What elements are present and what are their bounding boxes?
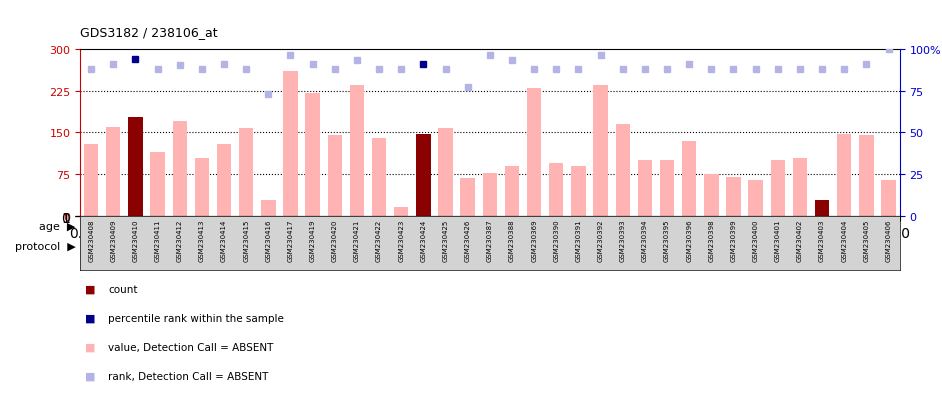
Bar [700,236,900,256]
Text: GSM230412: GSM230412 [177,219,183,261]
Bar [837,134,852,216]
Text: GSM230399: GSM230399 [730,219,737,262]
Bar [349,86,365,216]
Bar [593,86,608,216]
Text: GSM230423: GSM230423 [398,219,404,261]
Text: GSM230392: GSM230392 [597,219,604,262]
Bar [195,158,209,216]
Text: GSM230408: GSM230408 [89,219,94,262]
Text: GSM230406: GSM230406 [885,219,891,262]
Bar [172,122,187,216]
Bar [280,236,479,256]
Text: exercise: exercise [777,241,823,251]
Bar [549,164,563,216]
Text: GSM230417: GSM230417 [287,219,294,262]
Text: young: young [262,221,297,231]
Text: GSM230394: GSM230394 [642,219,648,262]
Bar [80,236,280,256]
Bar [438,128,453,216]
Bar [659,161,674,216]
Bar [749,180,763,216]
Bar [882,180,896,216]
Text: GSM230425: GSM230425 [443,219,448,261]
Bar [328,136,342,216]
Text: GSM230393: GSM230393 [620,219,625,262]
Bar [479,236,700,256]
Bar [571,166,586,216]
Bar [682,141,696,216]
Text: ■: ■ [85,284,95,294]
Text: count: count [108,284,138,294]
Text: GSM230416: GSM230416 [266,219,271,262]
Text: GSM230426: GSM230426 [464,219,471,261]
Text: GSM230391: GSM230391 [576,219,581,262]
Bar [372,139,386,216]
Text: GSM230419: GSM230419 [310,219,316,262]
Text: sedentary: sedentary [561,241,618,251]
Text: GSM230414: GSM230414 [221,219,227,261]
Text: GSM230396: GSM230396 [686,219,692,262]
Text: GSM230398: GSM230398 [708,219,714,262]
Text: ■: ■ [85,371,95,381]
Bar [482,173,497,216]
Bar [726,178,740,216]
Text: GSM230388: GSM230388 [509,219,515,262]
Bar [638,161,652,216]
Text: GDS3182 / 238106_at: GDS3182 / 238106_at [80,26,218,39]
Text: GSM230405: GSM230405 [864,219,869,261]
Text: ■: ■ [85,313,95,323]
Bar [416,134,430,216]
Text: sedentary: sedentary [152,241,208,251]
Text: GSM230403: GSM230403 [820,219,825,262]
Text: ■: ■ [85,342,95,352]
Text: GSM230410: GSM230410 [133,219,138,262]
Bar [479,216,900,236]
Bar [284,72,298,216]
Text: GSM230390: GSM230390 [553,219,560,262]
Bar [815,201,829,216]
Text: GSM230421: GSM230421 [354,219,360,261]
Text: GSM230411: GSM230411 [154,219,160,262]
Bar [793,158,807,216]
Text: value, Detection Call = ABSENT: value, Detection Call = ABSENT [108,342,274,352]
Text: GSM230409: GSM230409 [110,219,116,262]
Bar [704,175,719,216]
Bar [128,117,142,216]
Text: GSM230424: GSM230424 [420,219,427,261]
Text: protocol  ▶: protocol ▶ [15,241,75,251]
Bar [771,161,785,216]
Text: percentile rank within the sample: percentile rank within the sample [108,313,284,323]
Text: GSM230401: GSM230401 [774,219,781,262]
Text: GSM230400: GSM230400 [753,219,758,262]
Bar [80,216,479,236]
Text: GSM230395: GSM230395 [664,219,670,262]
Bar [106,128,121,216]
Bar [461,179,475,216]
Bar [261,201,276,216]
Text: GSM230413: GSM230413 [199,219,205,262]
Text: exercise: exercise [356,241,402,251]
Text: GSM230387: GSM230387 [487,219,493,262]
Text: GSM230422: GSM230422 [376,219,382,261]
Text: aged: aged [675,221,703,231]
Bar [615,125,630,216]
Text: GSM230369: GSM230369 [531,219,537,262]
Bar [527,88,542,216]
Bar [305,94,320,216]
Bar [394,207,409,216]
Bar [151,152,165,216]
Bar [859,136,873,216]
Text: age  ▶: age ▶ [39,221,75,231]
Text: GSM230420: GSM230420 [332,219,338,261]
Bar [239,128,253,216]
Bar [505,166,519,216]
Bar [217,144,231,216]
Bar [84,144,98,216]
Text: GSM230415: GSM230415 [243,219,250,261]
Text: rank, Detection Call = ABSENT: rank, Detection Call = ABSENT [108,371,268,381]
Text: GSM230402: GSM230402 [797,219,803,261]
Text: GSM230404: GSM230404 [841,219,847,261]
